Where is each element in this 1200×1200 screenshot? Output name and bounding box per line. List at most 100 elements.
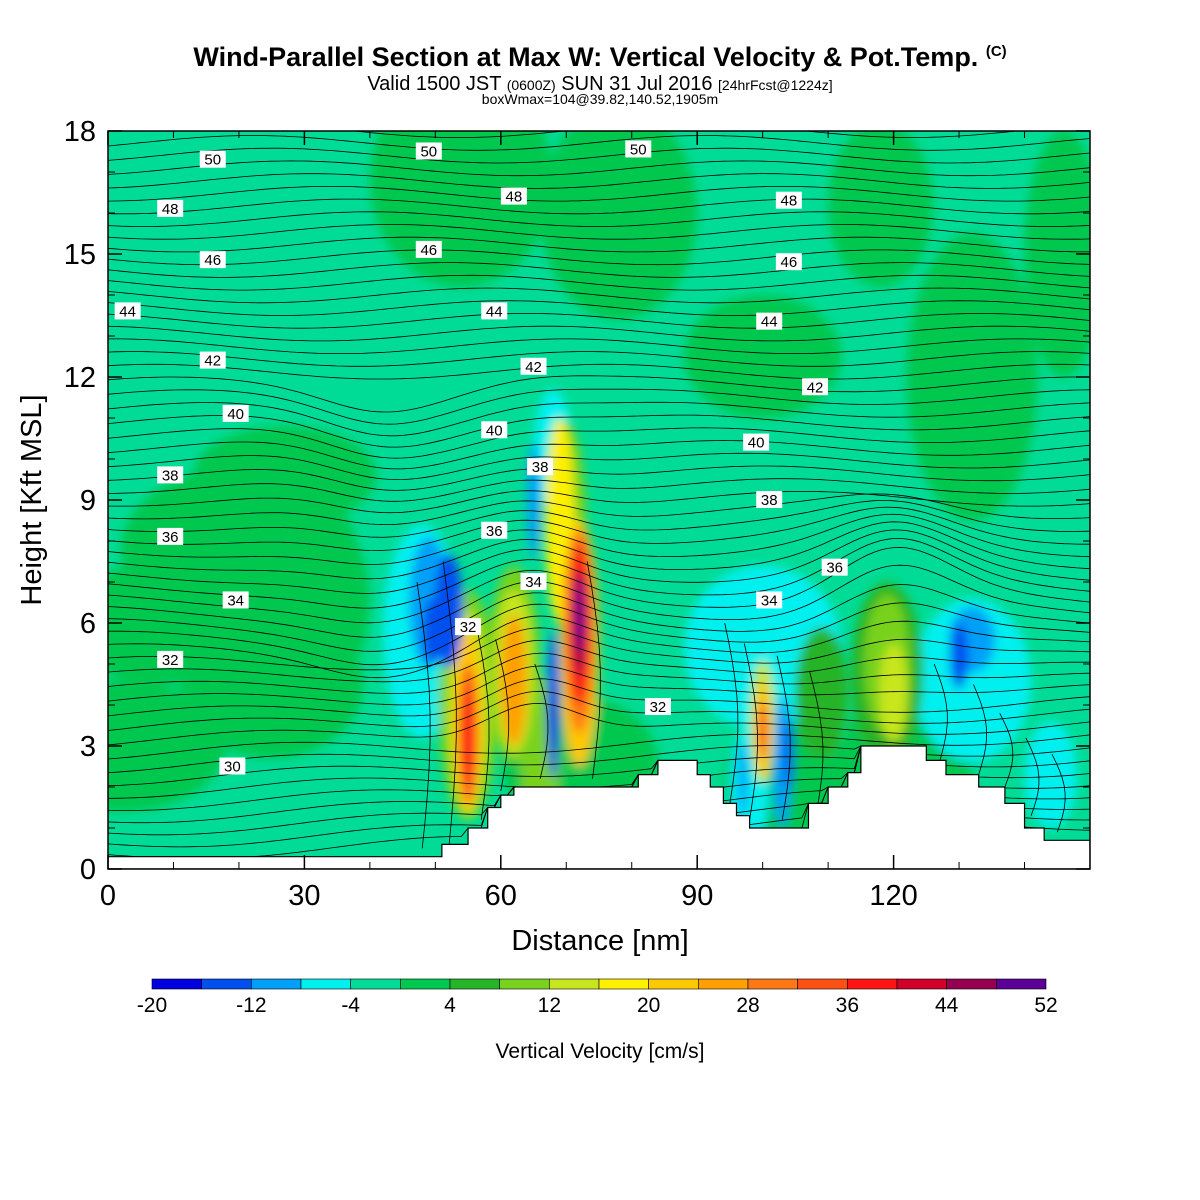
theta-contour [108, 513, 1090, 565]
theta-contour-label: 48 [775, 191, 802, 210]
y-tick-label: 18 [64, 116, 96, 148]
theta-label-text: 48 [506, 189, 523, 206]
theta-contour [108, 478, 1090, 502]
theta-contour [933, 663, 948, 763]
theta-label-text: 44 [761, 314, 778, 331]
theta-contour [108, 363, 1090, 380]
theta-label-text: 40 [486, 422, 503, 439]
theta-label-text: 34 [525, 574, 542, 591]
theta-label-box [157, 527, 184, 545]
theta-label-box [219, 757, 246, 775]
theta-label-box [157, 650, 184, 668]
theta-label-text: 34 [761, 592, 778, 609]
colorbar-label: Vertical Velocity [cm/s] [496, 1040, 705, 1063]
theta-label-text: 38 [532, 459, 549, 476]
y-tick-label: 15 [64, 239, 96, 271]
theta-contour [108, 211, 1090, 227]
theta-label-box [415, 240, 442, 258]
theta-contour [108, 131, 1021, 139]
theta-contour-label: 32 [455, 618, 482, 636]
theta-label-box [743, 433, 770, 451]
colorbar-tick-label: -4 [341, 994, 360, 1017]
theta-label-text: 46 [781, 254, 798, 271]
theta-contour-label: 40 [743, 433, 770, 452]
theta-contour [108, 401, 1090, 437]
theta-label-text: 32 [650, 699, 667, 716]
theta-label-text: 36 [486, 523, 503, 540]
colorbar-swatch [747, 978, 798, 990]
y-tick-label: 3 [80, 731, 96, 763]
velocity-cell [879, 643, 909, 742]
theta-contour [1025, 737, 1040, 816]
velocity-cell [549, 684, 557, 767]
theta-contour [475, 622, 490, 820]
forecast-cycle: [24hrFcst@1224z] [718, 77, 833, 93]
colorbar-swatch [201, 978, 252, 990]
velocity-cell [949, 623, 969, 689]
velocity-cell [462, 688, 474, 787]
theta-label-text: 44 [486, 303, 503, 320]
theta-contour-label: 36 [157, 527, 184, 546]
theta-contour-label: 48 [157, 199, 184, 218]
theta-label-box [756, 491, 783, 508]
theta-contour [108, 440, 1090, 470]
theta-contour-label: 42 [520, 357, 547, 376]
theta-contour-label: 34 [756, 591, 783, 609]
y-tick-label: 12 [64, 362, 96, 394]
theta-contour [108, 564, 1090, 638]
colorbar-swatch [896, 978, 947, 990]
theta-contour [973, 684, 987, 775]
velocity-cell [738, 741, 748, 816]
theta-label-text: 40 [748, 435, 765, 452]
theta-label-box [775, 191, 802, 209]
theta-contour [108, 236, 1090, 253]
x-tick-label: 0 [100, 880, 116, 912]
colorbar-tick-label: 52 [1034, 994, 1057, 1017]
colorbar-swatch [151, 978, 202, 990]
theta-label-box [222, 404, 249, 422]
terrain-profile [108, 745, 1090, 869]
velocity-cell [500, 614, 527, 747]
colorbar-tick-label: 28 [736, 994, 759, 1017]
theta-label-box [415, 142, 442, 160]
theta-label-text: 50 [630, 141, 647, 158]
theta-contour [108, 500, 1090, 538]
theta-label-box [222, 591, 249, 609]
colorbar-tick-label: 4 [444, 994, 456, 1017]
theta-contour [108, 639, 1090, 683]
theta-contour [108, 375, 1090, 413]
theta-contour [809, 672, 824, 820]
theta-contour [108, 538, 1090, 609]
theta-contour [108, 274, 1090, 291]
terrain [108, 745, 1090, 869]
theta-contour-label: 50 [625, 140, 652, 158]
x-axis-label: Distance [nm] [511, 925, 688, 957]
theta-label-box [756, 591, 783, 609]
theta-label-box [157, 466, 184, 484]
velocity-cell [422, 598, 442, 664]
theta-contour-label: 34 [520, 573, 547, 591]
theta-label-text: 44 [119, 303, 136, 320]
y-tick-label: 0 [80, 854, 96, 886]
theta-contour-label: 32 [157, 650, 184, 669]
theta-contour [108, 652, 1090, 694]
theta-contour [442, 561, 457, 853]
chart-subtitle: Valid 1500 JST (0600Z) SUN 31 Jul 2016 [… [0, 73, 1200, 96]
theta-contour [108, 325, 1090, 342]
theta-contour-label: 36 [821, 558, 848, 577]
velocity-cell [265, 512, 370, 693]
theta-contour [108, 546, 1090, 624]
theta-contour-labels: 50 50 50 48 48 48 46 46 46 44 44 44 42 42 42 40 40 40 38 38… [114, 140, 848, 776]
theta-contour [108, 414, 1090, 448]
velocity-cell [906, 233, 1038, 521]
theta-contour [108, 690, 1090, 731]
valid-date: SUN 31 Jul 2016 [561, 73, 713, 95]
velocity-cell [575, 577, 584, 652]
theta-contour [999, 713, 1014, 788]
colorbar-tick-label: 12 [538, 994, 561, 1017]
theta-contour-label: 38 [756, 491, 783, 509]
theta-contour [108, 173, 1090, 189]
